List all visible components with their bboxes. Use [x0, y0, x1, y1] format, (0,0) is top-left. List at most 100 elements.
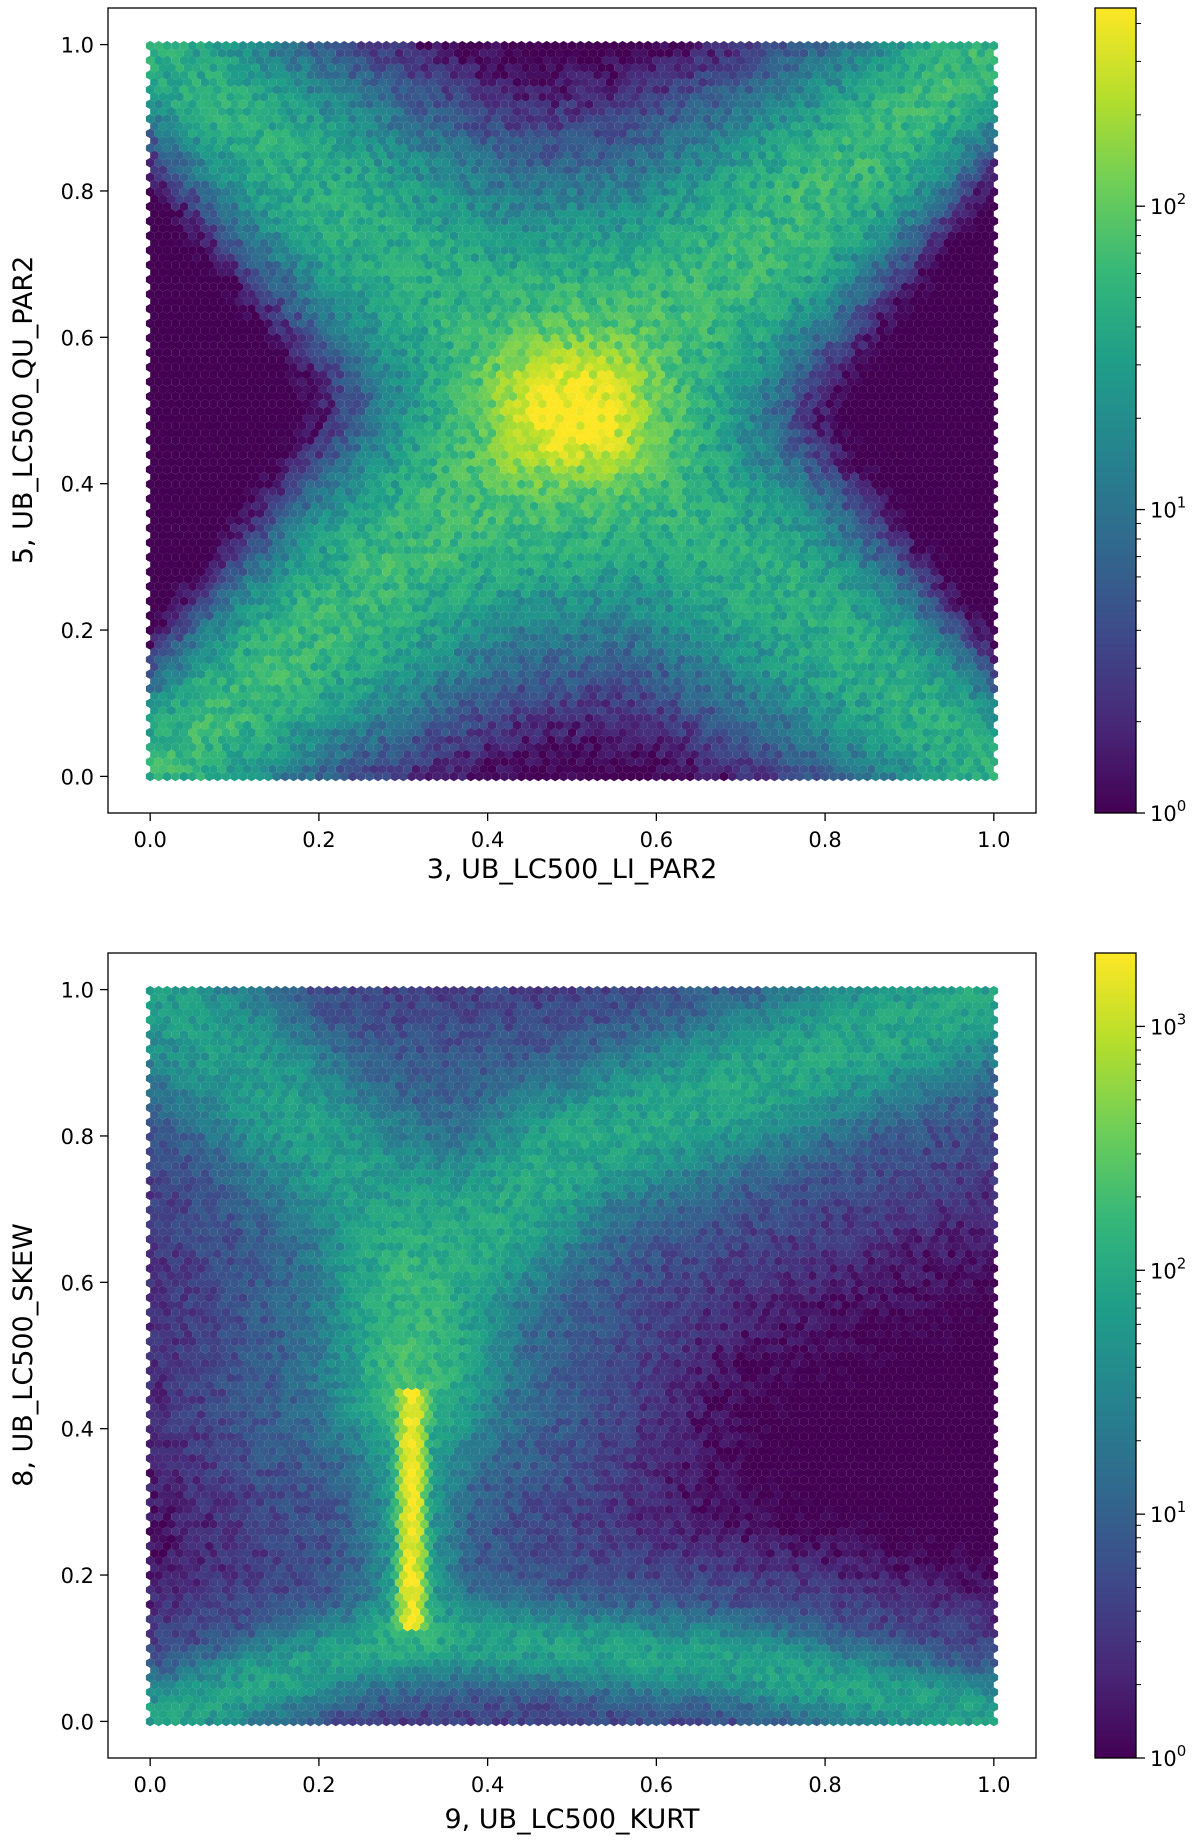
- hexbin-cell: [972, 683, 982, 694]
- hexbin-cell: [356, 713, 366, 723]
- hexbin-cell: [820, 771, 830, 782]
- hexbin-cell: [411, 735, 421, 745]
- hexbin-cell: [875, 705, 885, 716]
- hexbin-cell: [432, 683, 442, 694]
- hexbin-cell: [744, 742, 754, 753]
- hexbin-cell: [314, 756, 324, 767]
- hexbin-cell: [723, 676, 733, 687]
- hexbin-cell: [491, 771, 501, 782]
- hexbin-cell: [335, 764, 345, 774]
- hexbin-cell: [728, 756, 737, 767]
- hexbin-cell: [150, 705, 159, 716]
- hexbin-cell: [217, 735, 227, 745]
- hexbin-cell: [403, 691, 412, 701]
- hexbin-cell: [656, 764, 665, 774]
- hexbin-cell: [230, 698, 239, 709]
- hexbin-cell: [740, 676, 750, 687]
- hexbin-cell: [901, 676, 910, 687]
- hexbin-cell: [420, 691, 429, 701]
- hexbin-cell: [475, 669, 484, 679]
- hexbin-cell: [673, 705, 682, 716]
- hexbin-cell: [715, 705, 724, 716]
- hexbin-cell: [504, 749, 513, 760]
- hexbin-cell: [453, 705, 463, 716]
- hexbin-cell: [162, 669, 172, 679]
- hexbin-cell: [981, 713, 990, 723]
- hexbin-cell: [913, 742, 923, 753]
- hexbin-cell: [525, 698, 535, 709]
- hexbin-cell: [723, 720, 733, 731]
- hexbin-cell: [437, 735, 446, 745]
- hexbin-cell: [652, 727, 661, 738]
- hexbin-cell: [905, 683, 914, 694]
- hexbin-cell: [812, 727, 821, 738]
- hexbin-cell: [331, 756, 340, 767]
- hexbin-cell: [850, 691, 859, 701]
- hexbin-cell: [386, 764, 395, 774]
- hexbin-cell: [483, 727, 492, 738]
- hexbin-cell: [787, 698, 796, 709]
- hexbin-cell: [681, 705, 691, 716]
- hexbin-cell: [432, 713, 442, 723]
- hexbin-cell: [804, 742, 813, 753]
- hexbin-cell: [348, 698, 357, 709]
- hexbin-cell: [964, 771, 973, 782]
- hexbin-cell: [989, 713, 999, 723]
- hexbin-cell: [728, 742, 737, 753]
- hexbin-cell: [926, 735, 935, 745]
- hexbin-cell: [723, 735, 733, 745]
- hexbin-cell: [445, 720, 454, 731]
- hexbin-cell: [567, 756, 577, 767]
- hexbin-cell: [221, 683, 231, 694]
- hexbin-cell: [382, 756, 391, 767]
- hexbin-cell: [757, 691, 767, 701]
- hexbin-cell: [154, 756, 163, 767]
- hexbin-cell: [550, 713, 560, 723]
- hexbin-cell: [399, 669, 408, 679]
- hexbin-cell: [707, 720, 716, 731]
- hexbin-cell: [209, 705, 218, 716]
- hexbin-cell: [926, 720, 935, 731]
- hexbin-cell: [399, 683, 408, 694]
- hexbin-cell: [934, 676, 944, 687]
- hexbin-cell: [681, 764, 691, 774]
- hexbin-cell: [820, 742, 830, 753]
- hexbin-cell: [711, 742, 720, 753]
- hexbin-cell: [390, 669, 400, 679]
- hexbin-cell: [584, 698, 594, 709]
- hexbin-cell: [896, 727, 906, 738]
- hexbin-cell: [593, 756, 602, 767]
- hexbin-cell: [411, 691, 421, 701]
- hexbin-cell: [639, 735, 648, 745]
- hexbin-cell: [913, 713, 923, 723]
- hexbin-cell: [841, 749, 851, 760]
- hexbin-cell: [698, 735, 707, 745]
- hexbin-cell: [390, 756, 400, 767]
- hexbin-cell: [715, 691, 724, 701]
- hexbin-cell: [593, 771, 602, 782]
- hexbin-cell: [255, 669, 265, 679]
- hexbin-cell: [736, 771, 745, 782]
- hexbin-cell: [660, 727, 669, 738]
- hexbin-cell: [171, 727, 180, 738]
- hexbin-cell: [483, 771, 492, 782]
- hexbin-cell: [917, 691, 927, 701]
- hexbin-cell: [879, 771, 889, 782]
- hexbin-cell: [407, 727, 416, 738]
- hexbin-cell: [614, 735, 623, 745]
- hexbin-cell: [795, 727, 804, 738]
- hexbin-cell: [888, 742, 897, 753]
- hexbin-cell: [955, 698, 965, 709]
- hexbin-cell: [618, 669, 627, 679]
- hexbin-cell: [534, 727, 543, 738]
- hexbin-cell: [200, 749, 210, 760]
- hexbin-cell: [669, 742, 678, 753]
- hexbin-cell: [850, 720, 859, 731]
- hexbin-cell: [466, 713, 475, 723]
- hexbin-cell: [475, 771, 484, 782]
- hexbin-cell: [369, 705, 378, 716]
- hexbin-cell: [631, 676, 640, 687]
- hexbin-cell: [854, 713, 864, 723]
- hexbin-cell: [707, 676, 716, 687]
- hexbin-cell: [432, 698, 442, 709]
